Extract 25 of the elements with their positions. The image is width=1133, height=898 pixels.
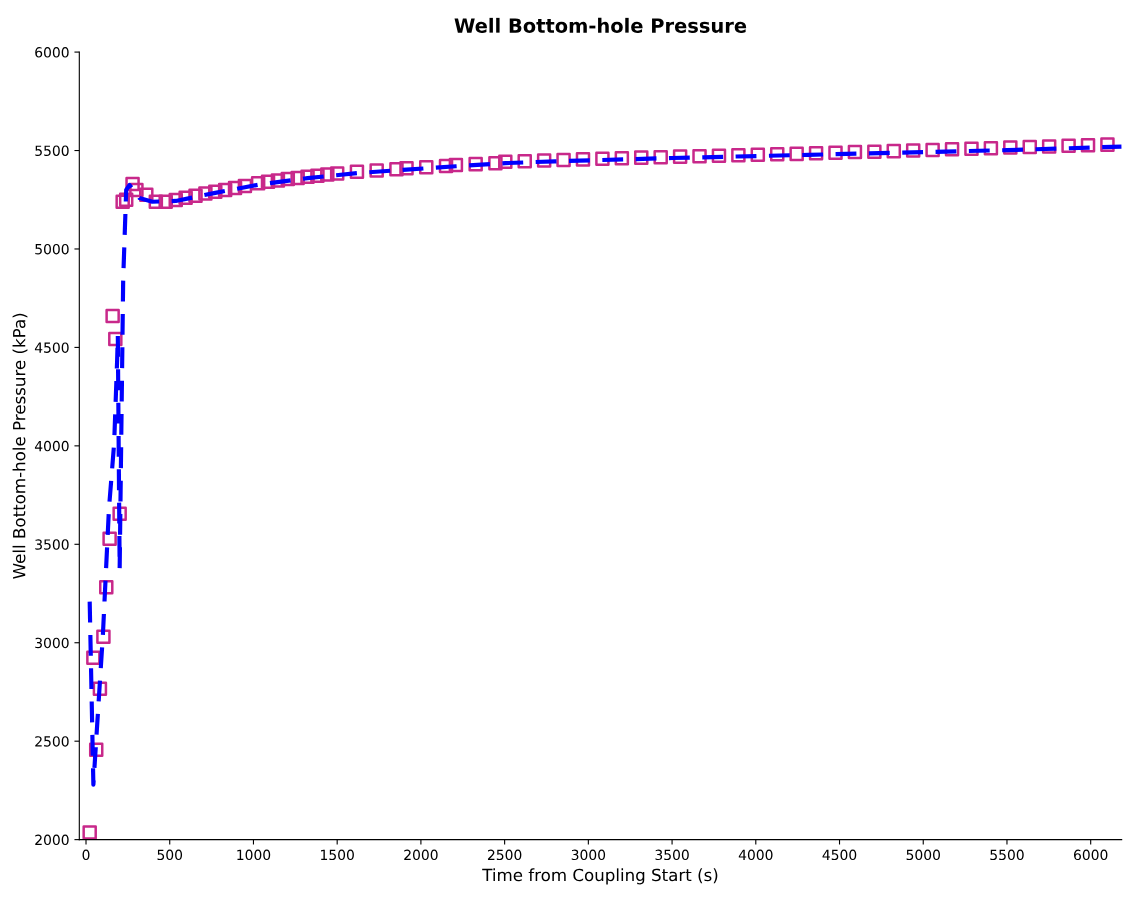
y-tick-label: 3500	[35, 539, 69, 550]
x-tick-label: 1000	[237, 849, 271, 861]
x-tick-label: 4000	[738, 849, 773, 861]
x-tick-label: 3500	[655, 849, 689, 861]
y-tick-label: 2000	[35, 834, 69, 846]
y-axis-title: Well Bottom-hole Pressure (kPa)	[12, 313, 28, 579]
y-tick-label: 6000	[35, 47, 69, 58]
x-tick-label: 5000	[906, 849, 940, 861]
y-tick-label: 5000	[35, 243, 69, 255]
x-tick-label: 2000	[404, 849, 438, 861]
x-tick-label: 0	[82, 849, 90, 861]
y-tick-label: 4000	[34, 440, 69, 452]
x-tick-label: 500	[157, 849, 183, 861]
y-tick-label: 4500	[34, 342, 69, 353]
x-tick-label: 6000	[1073, 849, 1108, 861]
x-axis-title: Time from Coupling Start (s)	[482, 868, 718, 885]
x-tick-label: 4500	[822, 849, 857, 861]
y-tick-label: 5500	[35, 145, 69, 156]
y-tick-label: 2500	[35, 736, 69, 747]
x-tick-label: 2500	[487, 849, 522, 861]
y-tick-label: 3000	[35, 637, 69, 649]
chart-title: Well Bottom-hole Pressure	[454, 17, 747, 33]
x-tick-label: 5500	[990, 849, 1024, 861]
x-tick-label: 3000	[571, 849, 606, 861]
x-tick-label: 1500	[321, 849, 354, 861]
